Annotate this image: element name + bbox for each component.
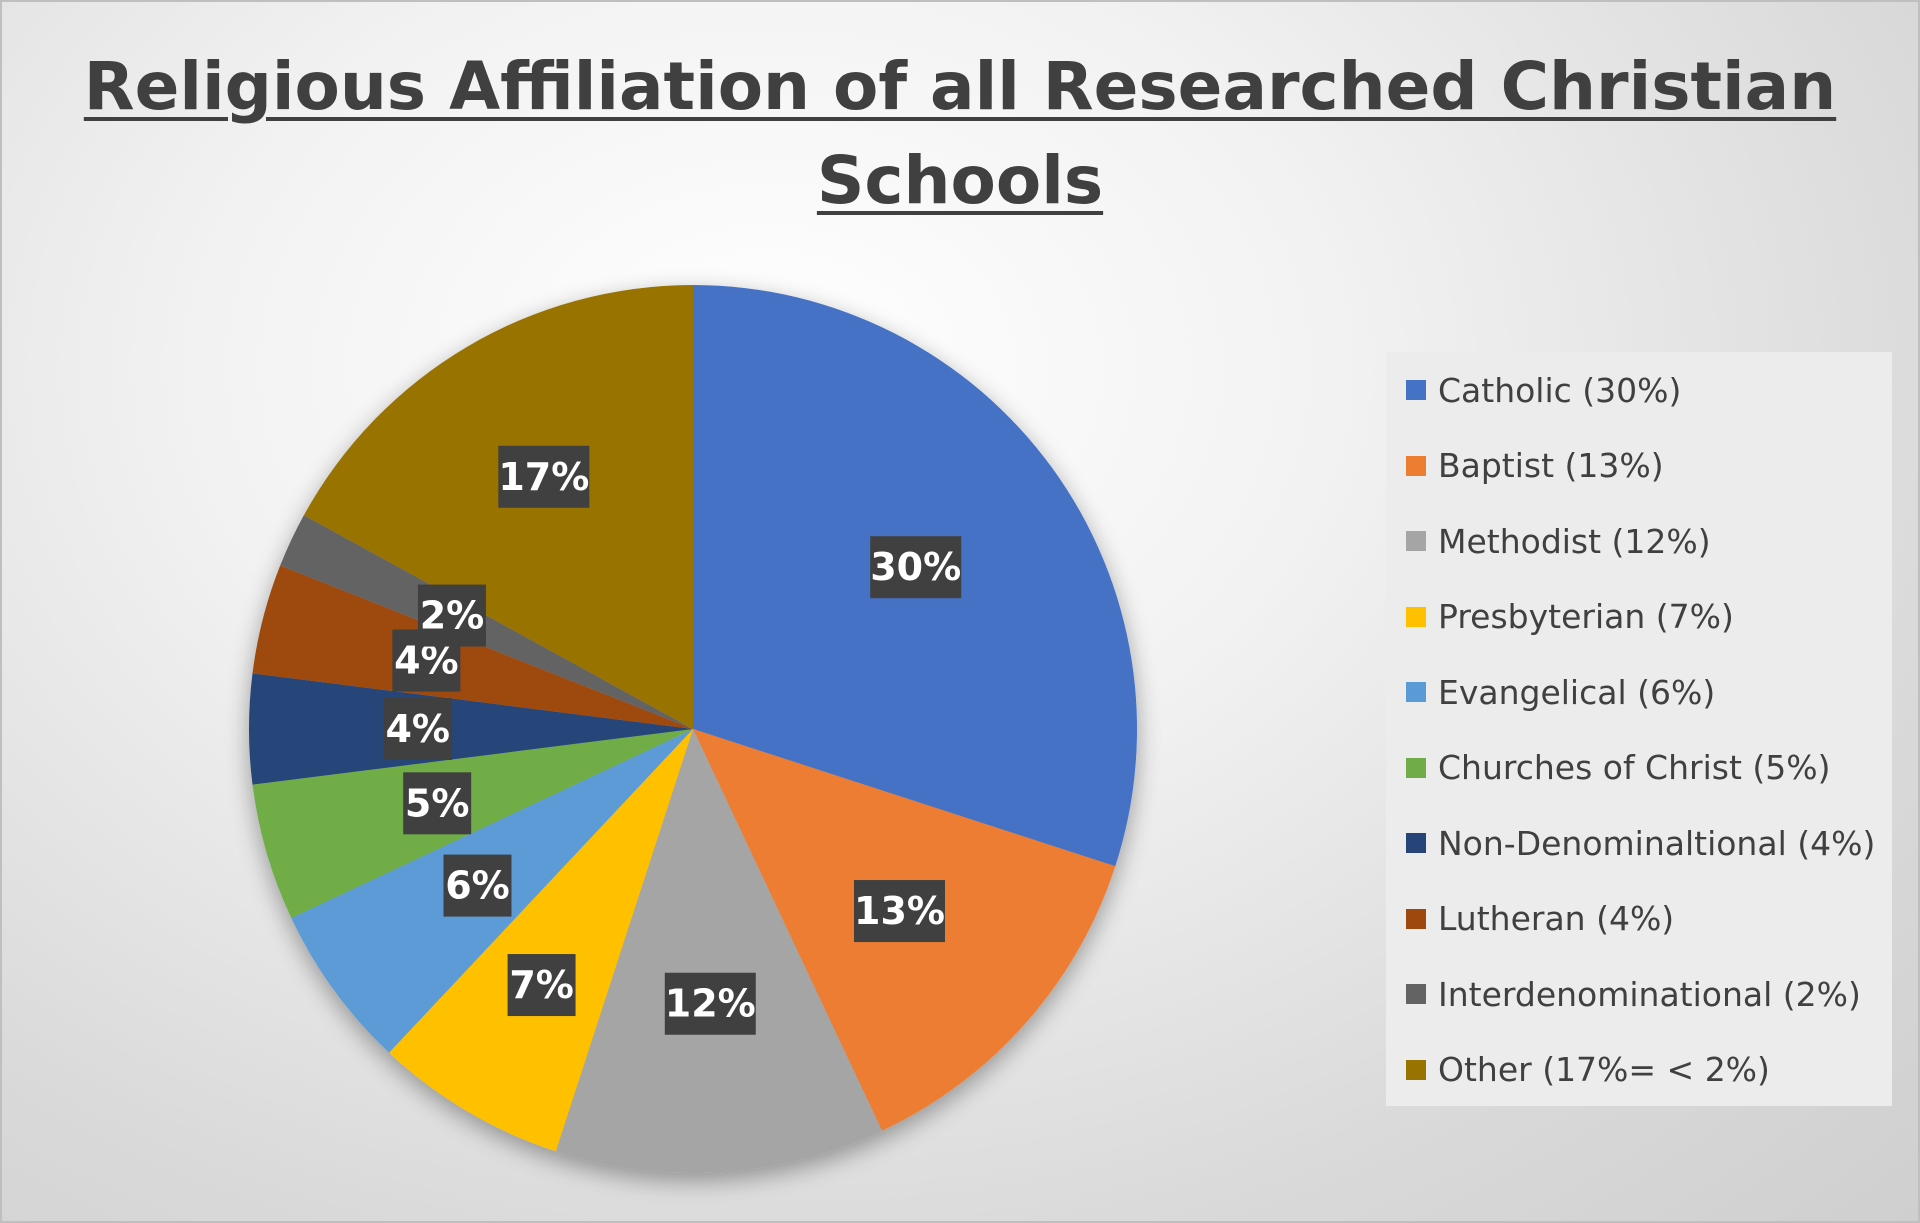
legend-swatch (1406, 833, 1426, 853)
legend-label: Lutheran (4%) (1438, 899, 1675, 938)
chart-title-text: Religious Affiliation of all Researched … (83, 48, 1837, 219)
data-label-box (853, 880, 945, 943)
legend-swatch (1406, 1059, 1426, 1080)
legend-item: Other (17%= < 2%) (1406, 1050, 1770, 1090)
legend-swatch (1406, 682, 1426, 702)
pie-slice-8 (252, 565, 693, 729)
data-label-box (507, 954, 576, 1017)
legend-label: Non-Denominaltional (4%) (1438, 823, 1876, 863)
legend-label: Other (17%= < 2%) (1438, 1050, 1770, 1089)
legend-item: Evangelical (6%) (1406, 672, 1715, 712)
legend-item: Non-Denominaltional (4%) (1406, 823, 1875, 863)
legend-item: Churches of Christ (5%) (1406, 748, 1830, 788)
data-label-box (417, 584, 486, 647)
chart-title: Religious Affiliation of all Researched … (0, 40, 1920, 228)
data-label-text: 30% (870, 545, 961, 589)
legend-label: Presbyterian (7%) (1438, 597, 1734, 636)
pie-data-labels: 30%13%12%7%6%5%4%4%2%17% (383, 445, 962, 1035)
data-label-box (870, 536, 962, 599)
legend-swatch (1406, 606, 1426, 627)
pie-slice-4 (389, 729, 693, 1152)
data-label-6: 5% (403, 772, 472, 835)
legend-label: Churches of Christ (5%) (1438, 748, 1831, 787)
data-label-box (443, 854, 512, 917)
legend-label: Evangelical (6%) (1438, 672, 1716, 712)
legend-swatch (1406, 984, 1426, 1004)
legend-item: Lutheran (4%) (1406, 899, 1674, 939)
data-label-text: 13% (854, 889, 945, 933)
data-label-text: 17% (498, 455, 589, 499)
data-label-7: 4% (383, 698, 452, 760)
legend-item: Interdenominational (2%) (1406, 974, 1861, 1014)
data-label-text: 6% (445, 864, 510, 908)
data-label-box (498, 445, 590, 508)
legend-label: Baptist (13%) (1438, 446, 1664, 485)
data-label-3: 12% (664, 972, 756, 1035)
data-label-box (664, 972, 756, 1035)
data-label-1: 30% (870, 536, 962, 599)
data-label-9: 2% (417, 584, 486, 647)
pie-slice-9 (280, 515, 693, 729)
data-label-2: 13% (853, 880, 945, 943)
data-label-text: 4% (385, 707, 450, 751)
data-label-10: 17% (498, 445, 590, 508)
legend-swatch (1406, 531, 1426, 551)
legend-label: Methodist (12%) (1438, 521, 1711, 561)
data-label-text: 7% (509, 963, 574, 1007)
pie-slice-6 (252, 729, 693, 919)
data-label-box (383, 698, 452, 760)
data-label-box (403, 772, 472, 835)
data-label-text: 2% (420, 594, 485, 638)
data-label-4: 7% (507, 954, 576, 1017)
legend-item: Catholic (30%) (1406, 370, 1681, 410)
legend-label: Interdenominational (2%) (1438, 974, 1861, 1014)
legend-swatch (1406, 380, 1426, 400)
data-label-text: 12% (665, 982, 756, 1026)
legend-item: Methodist (12%) (1406, 521, 1711, 561)
pie-slice-3 (555, 729, 883, 1173)
legend-swatch (1406, 455, 1426, 476)
legend-label: Catholic (30%) (1438, 370, 1682, 410)
legend-item: Presbyterian (7%) (1406, 597, 1734, 637)
legend-item: Baptist (13%) (1406, 446, 1664, 486)
legend-swatch (1406, 757, 1426, 778)
legend: Catholic (30%) Baptist (13%) Methodist (12… (1386, 352, 1892, 1106)
pie-slice-7 (249, 673, 693, 785)
pie-slices (249, 285, 1137, 1173)
data-label-text: 5% (405, 781, 470, 825)
data-label-5: 6% (443, 854, 512, 917)
legend-swatch (1406, 908, 1426, 929)
